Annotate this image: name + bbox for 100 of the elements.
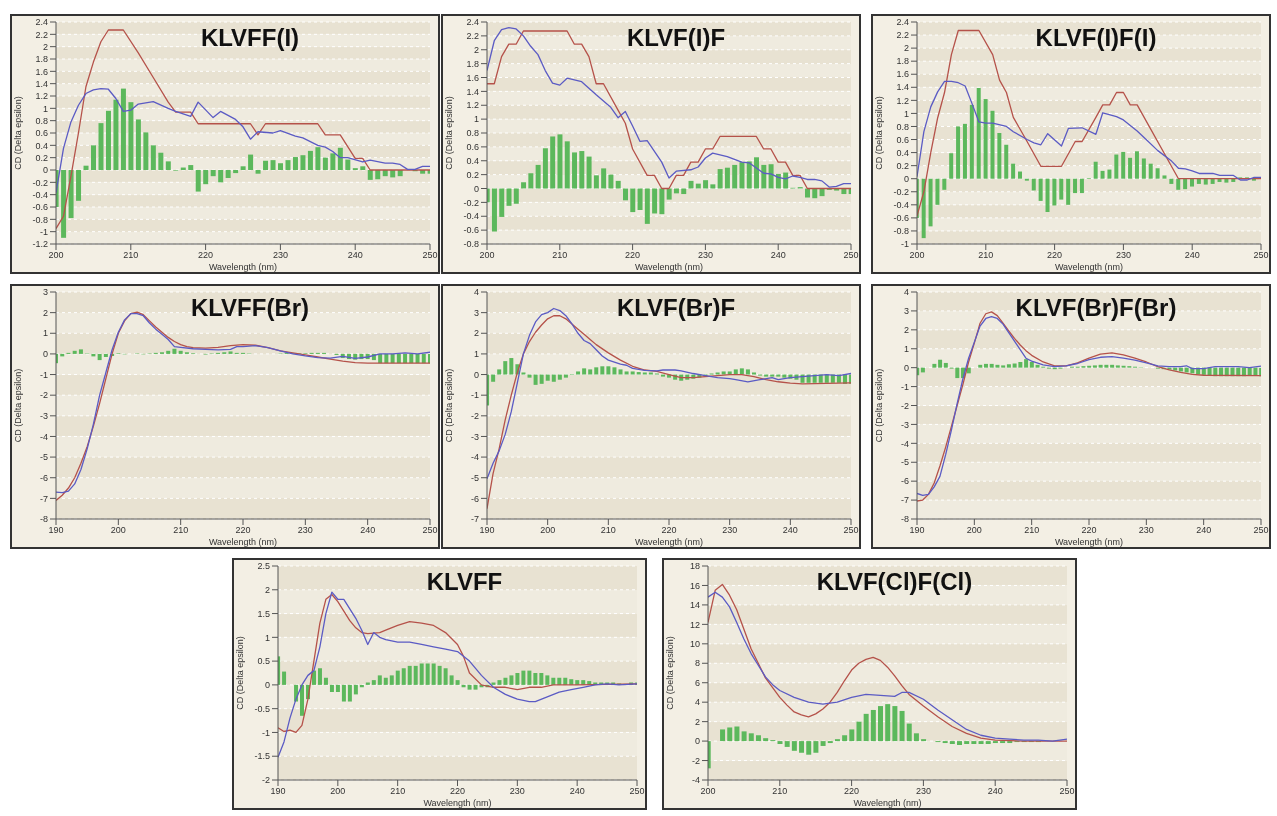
y-tick-label: -7 (900, 495, 909, 506)
y-tick-label: 0 (42, 349, 48, 360)
y-tick-label: -0.2 (893, 186, 909, 197)
y-tick-label: -0.8 (893, 226, 909, 237)
x-tick-label: 210 (772, 786, 788, 797)
y-tick-label: 1.6 (896, 69, 909, 80)
y-tick-label: -1.2 (32, 239, 48, 250)
x-tick-label: 230 (509, 786, 525, 797)
y-tick-label: 0 (903, 173, 909, 184)
y-tick-label: -5 (470, 472, 479, 483)
x-tick-label: 250 (843, 250, 859, 261)
y-tick-label: 2 (42, 41, 48, 52)
y-tick-label: 0 (264, 680, 270, 691)
x-axis-title: Wavelength (nm) (634, 537, 704, 547)
x-tick-label: 240 (360, 525, 376, 536)
y-tick-label: -5 (39, 452, 48, 463)
x-axis-title: Wavelength (nm) (1054, 262, 1124, 272)
x-tick-label: 200 (909, 250, 925, 261)
y-tick-label: 0.2 (466, 169, 479, 180)
y-tick-label: 1.2 (35, 91, 48, 102)
y-tick-label: 2 (473, 328, 479, 339)
y-tick-label: 0 (903, 362, 909, 373)
x-tick-label: 220 (625, 250, 641, 261)
x-tick-label: 220 (1081, 525, 1097, 536)
y-axis-title: CD (Delta epsilon) (665, 636, 676, 710)
y-axis-title: CD (Delta epsilon) (13, 368, 24, 443)
x-tick-label: 240 (782, 525, 798, 536)
x-axis-title: Wavelength (nm) (634, 262, 704, 272)
y-tick-label: 16 (689, 580, 700, 591)
y-tick-label: -0.4 (893, 200, 909, 211)
y-tick-label: -6 (900, 476, 909, 487)
y-tick-label: -4 (691, 775, 700, 786)
y-tick-label: -1 (900, 239, 909, 250)
x-tick-label: 250 (1059, 786, 1075, 797)
x-tick-label: 200 (48, 250, 64, 261)
y-tick-label: -0.4 (463, 211, 479, 222)
x-tick-label: 210 (552, 250, 568, 261)
y-tick-label: 1.6 (35, 66, 48, 77)
y-tick-label: -3 (39, 411, 48, 422)
y-tick-label: 2 (903, 325, 909, 336)
y-tick-label: -4 (39, 431, 48, 442)
y-tick-label: 8 (694, 658, 700, 669)
chart-title: KLVFF(Br) (189, 294, 311, 322)
y-tick-label: 0.6 (466, 142, 479, 153)
x-tick-label: 230 (1115, 250, 1131, 261)
y-tick-label: -1 (39, 369, 48, 380)
x-tick-label: 230 (1138, 525, 1154, 536)
y-tick-label: -4 (900, 438, 909, 449)
x-tick-label: 240 (569, 786, 585, 797)
y-tick-label: -0.6 (32, 202, 48, 213)
chart-title: KLVF(I)F (625, 24, 727, 52)
y-tick-label: -0.2 (32, 177, 48, 188)
y-tick-label: 0 (694, 736, 700, 747)
y-axis-title: CD (Delta epsilon) (444, 368, 455, 443)
y-tick-label: 0.8 (896, 121, 909, 132)
x-tick-label: 190 (479, 525, 495, 536)
y-tick-label: 2.4 (35, 17, 48, 28)
y-tick-label: -0.8 (32, 214, 48, 225)
y-tick-label: -6 (39, 472, 48, 483)
x-tick-label: 250 (1253, 250, 1269, 261)
y-tick-label: 18 (689, 561, 700, 572)
y-tick-label: 1 (473, 349, 479, 360)
y-tick-label: 2.2 (896, 30, 909, 41)
y-tick-label: -0.2 (463, 197, 479, 208)
x-tick-label: 210 (600, 525, 616, 536)
x-axis-title: Wavelength (nm) (853, 798, 922, 808)
y-tick-label: -2 (470, 411, 479, 422)
x-tick-label: 220 (1047, 250, 1063, 261)
y-tick-label: -3 (900, 419, 909, 430)
y-tick-label: 1 (903, 343, 909, 354)
x-tick-label: 230 (297, 525, 313, 536)
y-tick-label: 2 (42, 307, 48, 318)
y-tick-label: 0.5 (257, 656, 270, 667)
y-tick-label: 1.4 (466, 86, 479, 97)
y-tick-label: 1.2 (896, 95, 909, 106)
x-tick-label: 200 (110, 525, 126, 536)
x-tick-label: 220 (661, 525, 677, 536)
y-tick-label: 2 (903, 43, 909, 54)
x-tick-label: 190 (48, 525, 64, 536)
y-tick-label: -3 (470, 431, 479, 442)
y-tick-label: 2 (264, 584, 270, 595)
y-tick-label: -0.6 (893, 213, 909, 224)
x-tick-label: 220 (449, 786, 466, 797)
y-axis-title: CD (Delta epsilon) (874, 368, 885, 443)
y-tick-label: 0 (473, 183, 479, 194)
y-tick-label: 0.6 (896, 134, 909, 145)
y-tick-label: 2 (694, 716, 700, 727)
x-tick-label: 250 (422, 250, 438, 261)
chart-title: KLVF(I)F(I) (1034, 24, 1158, 52)
y-tick-label: -1 (900, 381, 909, 392)
y-tick-label: -1 (470, 390, 479, 401)
y-tick-label: 2.5 (257, 561, 270, 572)
x-axis-title: Wavelength (nm) (1054, 537, 1124, 547)
x-tick-label: 240 (987, 786, 1003, 797)
y-tick-label: 0.2 (896, 160, 909, 171)
x-tick-label: 210 (123, 250, 139, 261)
x-tick-label: 240 (1196, 525, 1212, 536)
x-tick-label: 220 (235, 525, 251, 536)
x-tick-label: 250 (629, 786, 645, 797)
x-tick-label: 210 (390, 786, 406, 797)
